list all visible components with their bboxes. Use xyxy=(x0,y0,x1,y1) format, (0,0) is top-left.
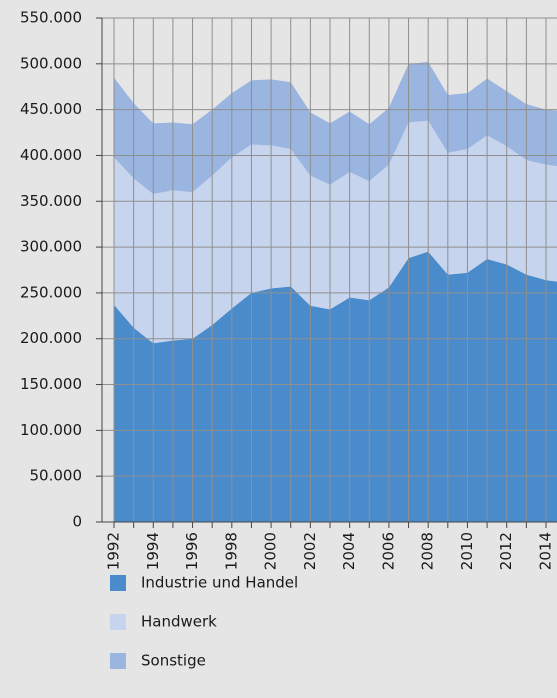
x-tick-label: 2002 xyxy=(301,532,319,570)
x-tick-label: 2000 xyxy=(262,532,280,570)
y-tick-label: 300.000 xyxy=(20,238,82,256)
x-tick-label: 2014 xyxy=(537,532,555,570)
y-tick-label: 350.000 xyxy=(20,192,82,210)
y-tick-label: 550.000 xyxy=(20,9,82,27)
x-tick-label: 1992 xyxy=(105,532,123,570)
x-tick-label: 2006 xyxy=(379,532,397,570)
legend-label: Handwerk xyxy=(141,613,217,631)
x-tick-label: 1998 xyxy=(222,532,240,570)
y-tick-label: 400.000 xyxy=(20,146,82,164)
area xyxy=(114,61,557,194)
x-tick-label: 1996 xyxy=(183,532,201,570)
legend-swatch xyxy=(110,614,126,630)
y-tick-label: 250.000 xyxy=(20,283,82,301)
x-tick-label: 2010 xyxy=(458,532,476,570)
area xyxy=(114,251,557,522)
axes: 0 50.000 100.000 150.000 200.000 250.000 300.0… xyxy=(20,9,557,670)
y-tick-label: 200.000 xyxy=(20,329,82,347)
y-tick-label: 150.000 xyxy=(20,375,82,393)
y-tick-label: 0 xyxy=(72,513,82,531)
legend-swatch xyxy=(110,575,126,591)
y-tick-label: 50.000 xyxy=(30,467,83,485)
x-tick-label: 2012 xyxy=(497,532,515,570)
x-tick-label: 2008 xyxy=(419,532,437,570)
legend-label: Industrie und Handel xyxy=(141,574,298,592)
legend-swatch xyxy=(110,653,126,669)
y-tick-label: 500.000 xyxy=(20,54,82,72)
area xyxy=(114,120,557,344)
y-tick-label: 100.000 xyxy=(20,421,82,439)
y-tick-label: 450.000 xyxy=(20,100,82,118)
legend-label: Sonstige xyxy=(141,652,206,670)
x-tick-label: 2004 xyxy=(340,532,358,570)
plot-area xyxy=(102,17,557,523)
x-tick-label: 1994 xyxy=(144,532,162,570)
